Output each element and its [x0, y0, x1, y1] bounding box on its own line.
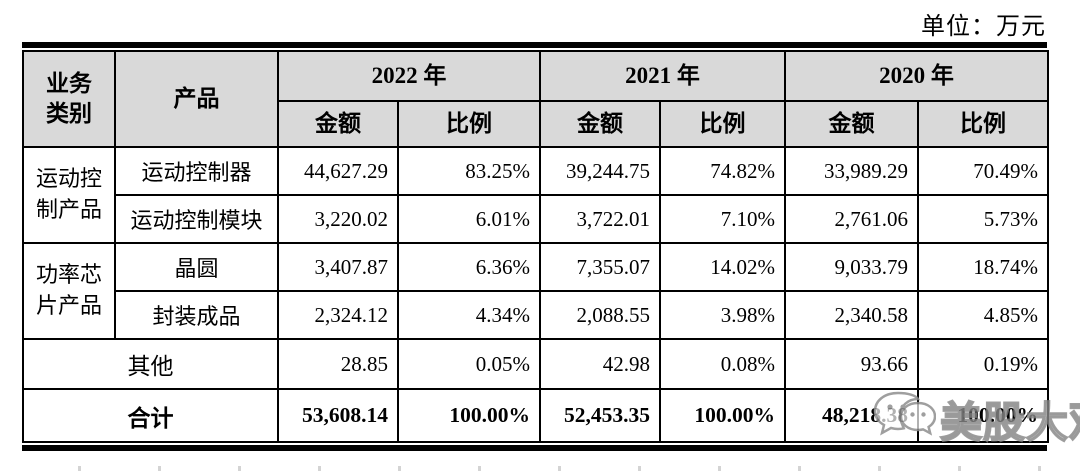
amount-header-2021: 金额 [539, 100, 661, 148]
ratio-cell-2020: 4.85% [917, 290, 1049, 340]
ratio-cell-2021: 0.08% [659, 338, 786, 390]
amount-cell-2022: 28.85 [277, 338, 399, 390]
ratio-cell-2020: 70.49% [917, 146, 1049, 196]
cut-off-next-line-text [78, 466, 1063, 471]
ratio-cell-2020: 5.73% [917, 194, 1049, 244]
ratio-cell-2022: 83.25% [397, 146, 541, 196]
business-category-header: 业务 类别 [22, 50, 116, 148]
revenue-table: 业务 类别 产品 2022 年 2021 年 2020 年 金额 比例 金额 比… [22, 42, 1049, 451]
product-cell: 运动控制器 [114, 146, 279, 196]
amount-cell-2022: 3,220.02 [277, 194, 399, 244]
table-row: 运动控 制产品 运动控制器 44,627.29 83.25% 39,244.75… [22, 146, 1049, 244]
total-ratio-2022: 100.00% [397, 388, 541, 443]
ratio-cell-2020: 18.74% [917, 242, 1049, 292]
category-motion-control: 运动控 制产品 [22, 146, 116, 244]
year-2020-header: 2020 年 [784, 50, 1049, 102]
amount-cell-2021: 39,244.75 [539, 146, 661, 196]
ratio-cell-2022: 6.36% [397, 242, 541, 292]
ratio-cell-2022: 0.05% [397, 338, 541, 390]
ratio-cell-2021: 7.10% [659, 194, 786, 244]
total-amount-2020: 48,218.38 [784, 388, 919, 443]
amount-cell-2021: 42.98 [539, 338, 661, 390]
amount-header-2020: 金额 [784, 100, 919, 148]
amount-cell-2021: 3,722.01 [539, 194, 661, 244]
product-cell: 封装成品 [114, 290, 279, 340]
ratio-cell-2021: 14.02% [659, 242, 786, 292]
amount-cell-2020: 33,989.29 [784, 146, 919, 196]
amount-cell-2022: 2,324.12 [277, 290, 399, 340]
amount-header-2022: 金额 [277, 100, 399, 148]
amount-cell-2020: 2,761.06 [784, 194, 919, 244]
ratio-cell-2022: 4.34% [397, 290, 541, 340]
total-amount-2021: 52,453.35 [539, 388, 661, 443]
amount-cell-2020: 2,340.58 [784, 290, 919, 340]
revenue-by-product-table: 业务 类别 产品 2022 年 2021 年 2020 年 金额 比例 金额 比… [22, 50, 1049, 443]
ratio-cell-2020: 0.19% [917, 338, 1049, 390]
total-label: 合计 [22, 388, 279, 443]
year-2021-header: 2021 年 [539, 50, 786, 102]
total-amount-2022: 53,608.14 [277, 388, 399, 443]
amount-cell-2022: 44,627.29 [277, 146, 399, 196]
amount-cell-2021: 2,088.55 [539, 290, 661, 340]
product-header: 产品 [114, 50, 279, 148]
ratio-header-2021: 比例 [659, 100, 786, 148]
total-ratio-2021: 100.00% [659, 388, 786, 443]
amount-cell-2021: 7,355.07 [539, 242, 661, 292]
amount-cell-2022: 3,407.87 [277, 242, 399, 292]
table-row: 功率芯 片产品 晶圆 3,407.87 6.36% 7,355.07 14.02… [22, 242, 1049, 340]
total-row: 合计 53,608.14 100.00% 52,453.35 100.00% 4… [22, 388, 1049, 443]
total-ratio-2020: 100.00% [917, 388, 1049, 443]
other-label: 其他 [22, 338, 279, 390]
product-cell: 运动控制模块 [114, 194, 279, 244]
table-row: 运动控制模块 3,220.02 6.01% 3,722.01 7.10% 2,7… [23, 194, 1049, 244]
ratio-header-2022: 比例 [397, 100, 541, 148]
ratio-cell-2022: 6.01% [397, 194, 541, 244]
ratio-cell-2021: 74.82% [659, 146, 786, 196]
product-cell: 晶圆 [114, 242, 279, 292]
category-power-chip: 功率芯 片产品 [22, 242, 116, 340]
ratio-header-2020: 比例 [917, 100, 1049, 148]
year-2022-header: 2022 年 [277, 50, 541, 102]
unit-label: 单位：万元 [921, 14, 1046, 40]
other-row: 其他 28.85 0.05% 42.98 0.08% 93.66 0.19% [22, 338, 1049, 390]
ratio-cell-2021: 3.98% [659, 290, 786, 340]
table-row: 封装成品 2,324.12 4.34% 2,088.55 3.98% 2,340… [23, 290, 1049, 340]
amount-cell-2020: 93.66 [784, 338, 919, 390]
amount-cell-2020: 9,033.79 [784, 242, 919, 292]
